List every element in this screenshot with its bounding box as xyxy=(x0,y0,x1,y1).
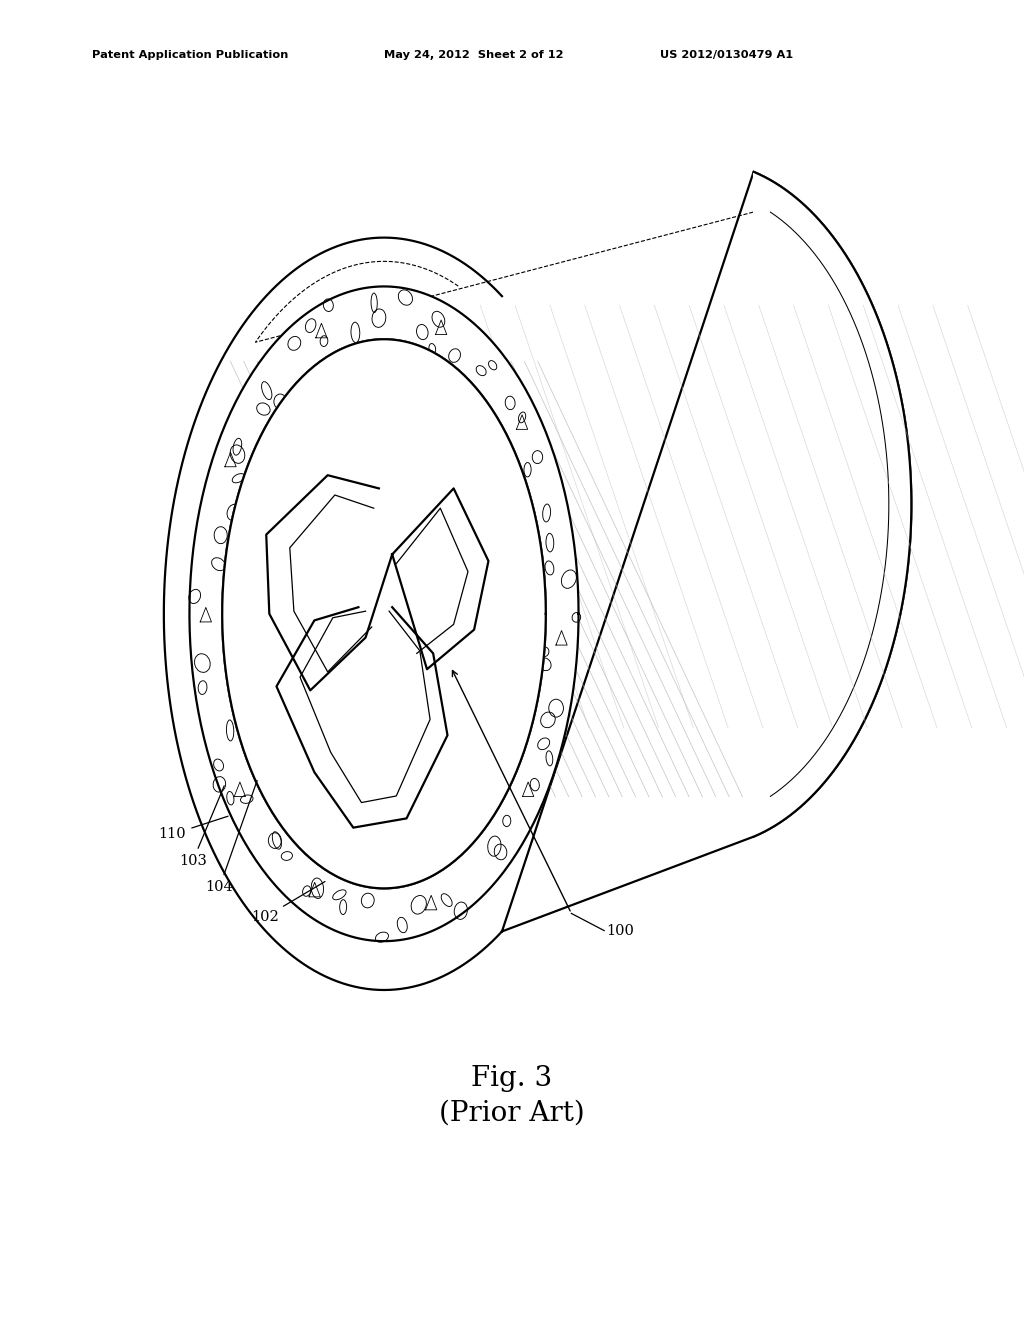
Polygon shape xyxy=(222,339,546,888)
Text: Fig. 3: Fig. 3 xyxy=(471,1065,553,1092)
Text: Patent Application Publication: Patent Application Publication xyxy=(92,50,289,61)
Text: 100: 100 xyxy=(606,924,634,937)
Text: 103: 103 xyxy=(179,785,224,867)
Polygon shape xyxy=(222,339,546,888)
Text: May 24, 2012  Sheet 2 of 12: May 24, 2012 Sheet 2 of 12 xyxy=(384,50,563,61)
Text: (Prior Art): (Prior Art) xyxy=(439,1100,585,1126)
Polygon shape xyxy=(189,286,579,941)
Polygon shape xyxy=(164,172,911,990)
Text: US 2012/0130479 A1: US 2012/0130479 A1 xyxy=(660,50,794,61)
Text: 102: 102 xyxy=(251,882,325,924)
Polygon shape xyxy=(754,172,911,837)
Text: 104: 104 xyxy=(206,780,257,894)
Text: 110: 110 xyxy=(159,816,228,841)
